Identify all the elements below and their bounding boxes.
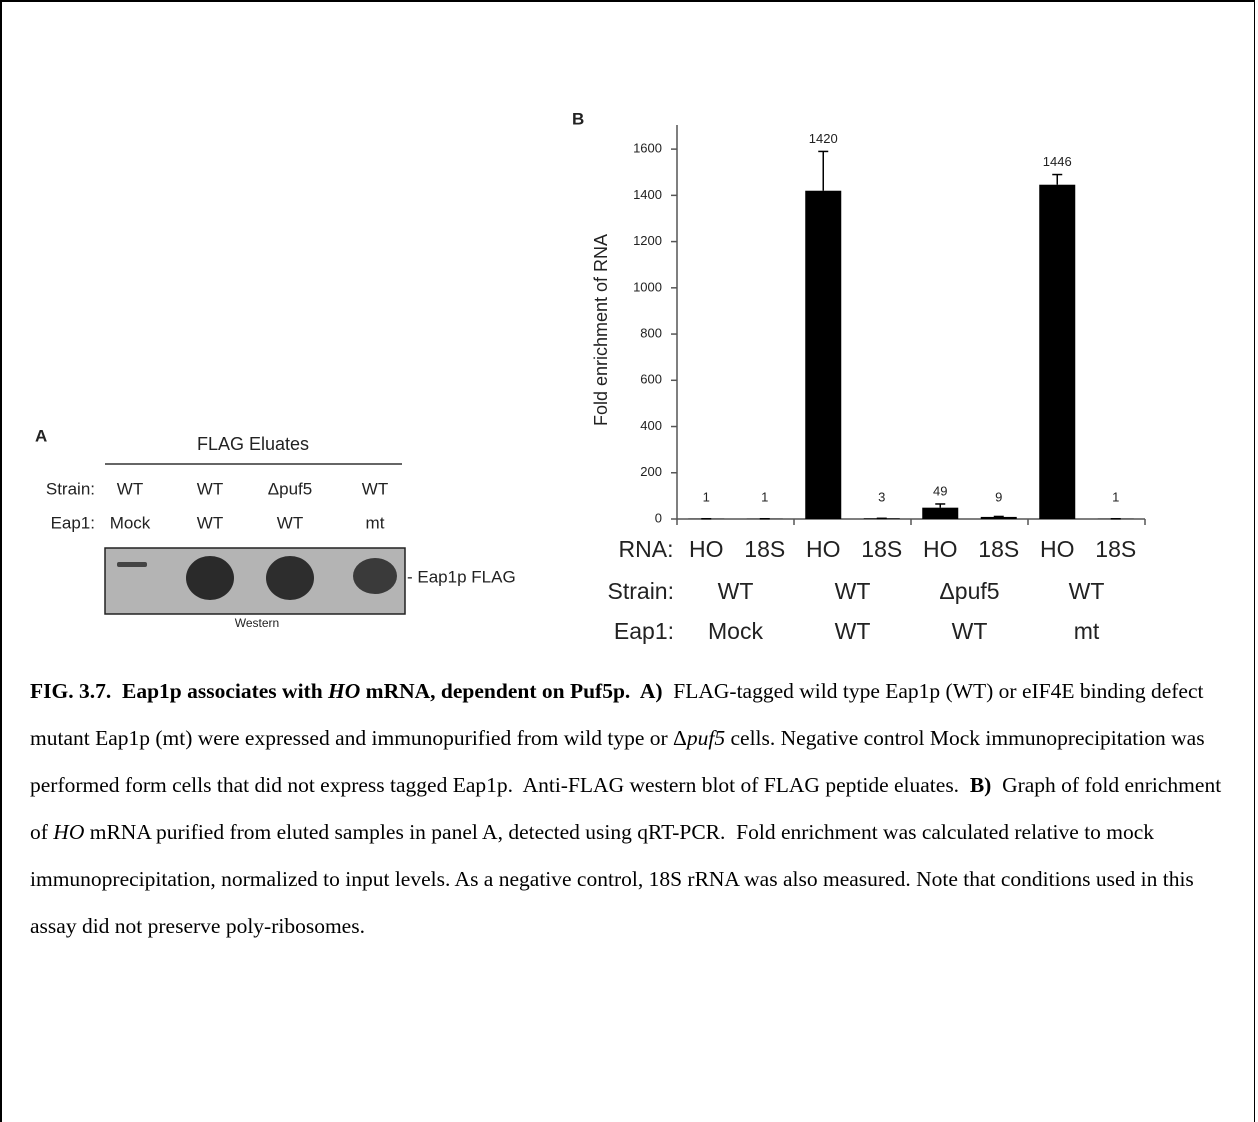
bar (981, 517, 1017, 519)
y-tick-label: 1400 (633, 187, 662, 202)
y-tick-label: 800 (640, 325, 662, 340)
value-label: 1 (703, 489, 710, 504)
cell: WT (117, 479, 143, 498)
value-label: 1 (761, 489, 768, 504)
y-tick-label: 600 (640, 372, 662, 387)
page: A FLAG Eluates - Eap1p FLAG Western B Fo… (0, 0, 1258, 1122)
group-label: WT (835, 578, 871, 604)
caption-run: HO (53, 820, 84, 844)
caption-run: mRNA purified from eluted samples in pan… (30, 820, 1199, 938)
value-label: 1 (1112, 489, 1119, 504)
x-tick-label: HO (1040, 536, 1075, 562)
y-tick-label: 0 (655, 510, 662, 525)
caption-run: puf5 (687, 726, 725, 750)
value-label: 1446 (1043, 154, 1072, 169)
row-label: Eap1: (614, 618, 674, 644)
cell: WT (362, 479, 388, 498)
group-label: mt (1074, 618, 1100, 644)
bar (922, 508, 958, 519)
group-label: Mock (708, 618, 763, 644)
cell: Mock (110, 513, 151, 532)
group-label: Δpuf5 (939, 578, 999, 604)
band-label: - Eap1p FLAG (407, 567, 516, 586)
group-label: WT (835, 618, 871, 644)
y-axis-label: Fold enrichment of RNA (591, 234, 611, 426)
caption-run: mRNA, dependent on Puf5p. A) (360, 679, 662, 703)
caption-run: HO (328, 679, 360, 703)
y-tick-label: 400 (640, 418, 662, 433)
blot-label: Western (235, 616, 279, 630)
caption-run: B) (970, 773, 992, 797)
row-label: Strain: (608, 578, 674, 604)
blot-header: FLAG Eluates (197, 434, 309, 454)
x-tick-label: HO (689, 536, 724, 562)
group-label: WT (1069, 578, 1105, 604)
cell: WT (197, 513, 223, 532)
y-tick-label: 1600 (633, 141, 662, 156)
caption-run: FIG. 3.7. Eap1p associates with (30, 679, 328, 703)
panel-label: B (572, 109, 584, 128)
cell: WT (197, 479, 223, 498)
y-tick-label: 1200 (633, 233, 662, 248)
x-tick-label: HO (923, 536, 958, 562)
row-label: Strain: (46, 479, 95, 498)
x-tick-label: HO (806, 536, 841, 562)
bar (805, 191, 841, 519)
x-tick-label: 18S (744, 536, 785, 562)
caption: FIG. 3.7. Eap1p associates with HO mRNA,… (30, 668, 1238, 950)
cell: mt (366, 513, 385, 532)
bar (1039, 185, 1075, 519)
y-tick-label: 200 (640, 464, 662, 479)
group-label: WT (952, 618, 988, 644)
x-tick-label: 18S (978, 536, 1019, 562)
row-label: Eap1: (51, 513, 95, 532)
row-label: RNA: (619, 536, 674, 562)
figure: A FLAG Eluates - Eap1p FLAG Western B Fo… (0, 0, 1258, 660)
cell: WT (277, 513, 303, 532)
value-label: 1420 (809, 131, 838, 146)
panel-label: A (35, 426, 47, 445)
value-label: 9 (995, 489, 1002, 504)
y-tick-label: 1000 (633, 279, 662, 294)
value-label: 49 (933, 483, 947, 498)
group-label: WT (718, 578, 754, 604)
cell: Δpuf5 (268, 479, 312, 498)
blot (105, 548, 405, 614)
x-tick-label: 18S (1095, 536, 1136, 562)
x-tick-label: 18S (861, 536, 902, 562)
value-label: 3 (878, 489, 885, 504)
